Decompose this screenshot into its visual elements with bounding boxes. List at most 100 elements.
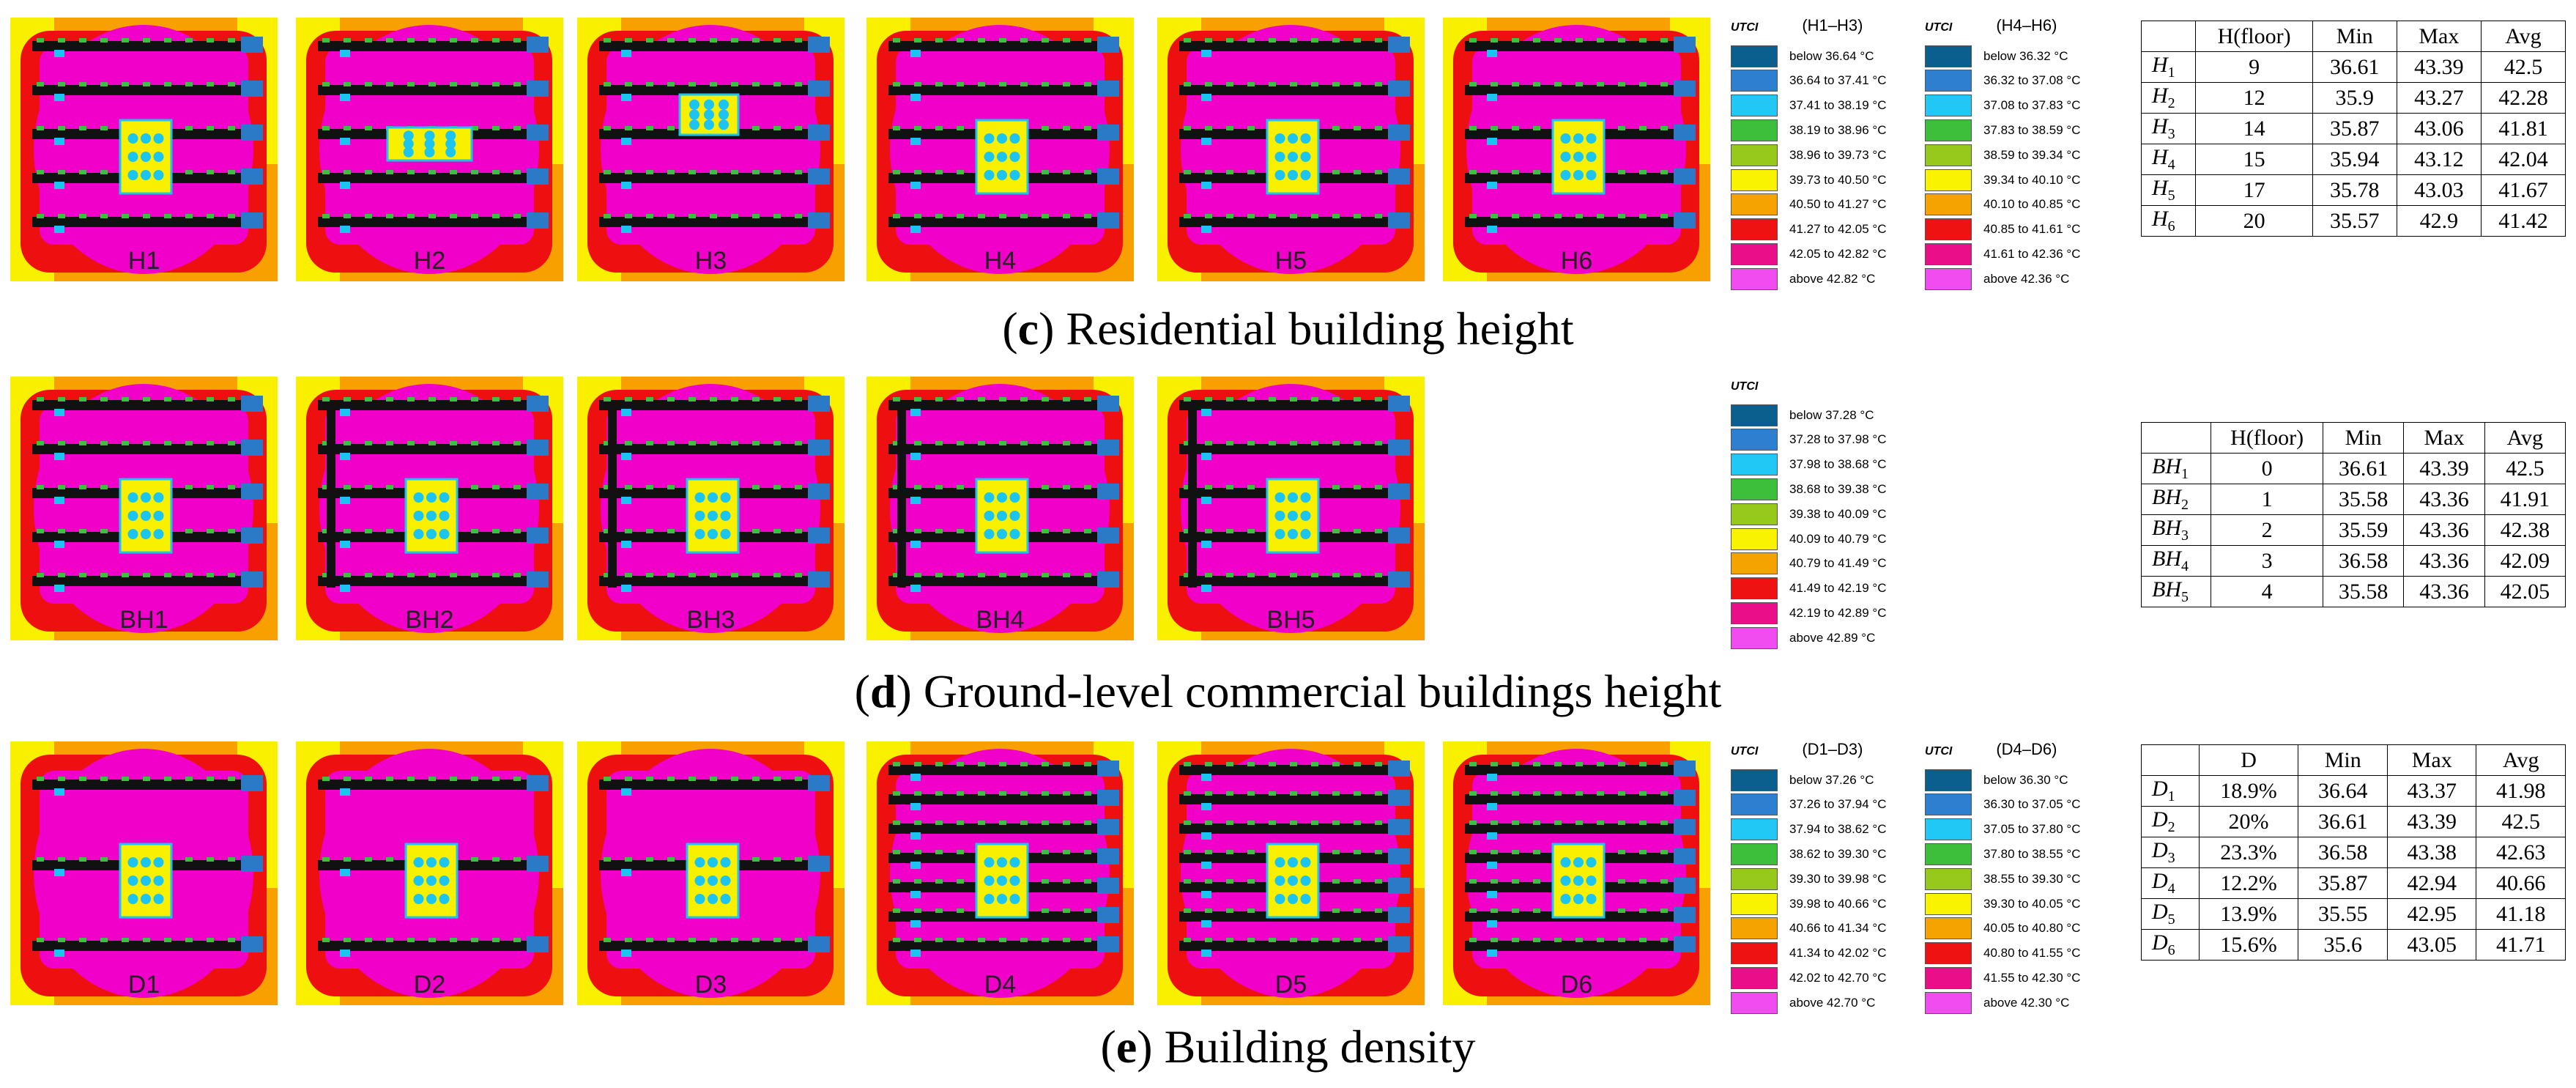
- legend-swatch: [1731, 478, 1778, 500]
- legend-label: 40.09 to 40.79 °C: [1789, 531, 1887, 546]
- map-label: H6: [1560, 247, 1593, 275]
- legend-entry: above 42.30 °C: [1925, 991, 2069, 1015]
- cell-max: 43.05: [2386, 929, 2477, 961]
- column-header: [2140, 21, 2197, 52]
- legend-swatch: [1925, 942, 1972, 965]
- legend-label: above 42.82 °C: [1789, 271, 1876, 286]
- map-label: H5: [1274, 247, 1307, 275]
- legend-label: 41.34 to 42.02 °C: [1789, 946, 1887, 961]
- utci-heatmap: [1443, 741, 1710, 1005]
- cell-max: 43.36: [2403, 484, 2485, 515]
- table-row: BH2 1 35.58 43.36 41.91: [2140, 484, 2566, 515]
- row-subscript: 4: [2167, 881, 2175, 897]
- legend-label: 41.61 to 42.36 °C: [1983, 246, 2081, 261]
- column-header: [2141, 744, 2200, 776]
- row-symbol: D: [2152, 869, 2168, 893]
- legend-d1-d3: UTCI (D1–D3) below 37.26 °C 37.26 to 37.94 …: [1731, 740, 1921, 1018]
- cell-min: 36.61: [2312, 51, 2397, 83]
- legend-label: above 42.30 °C: [1983, 995, 2070, 1010]
- legend-label: 36.64 to 37.41 °C: [1789, 73, 1887, 88]
- legend-entry: 39.98 to 40.66 °C: [1731, 892, 1887, 916]
- row-label: H3: [2140, 113, 2197, 144]
- row-subscript: 6: [2167, 942, 2175, 958]
- legend-entry: 38.55 to 39.30 °C: [1925, 867, 2081, 891]
- row-symbol: BH: [2152, 577, 2181, 602]
- legend-entry: 39.73 to 40.50 °C: [1731, 168, 1887, 192]
- legend-label: 37.41 to 38.19 °C: [1789, 98, 1887, 113]
- legend-swatch: [1731, 429, 1778, 451]
- legend-entry: above 42.89 °C: [1731, 626, 1875, 650]
- cell-max: 43.39: [2396, 51, 2482, 83]
- cell-min: 35.87: [2312, 113, 2397, 144]
- map-label: BH4: [976, 606, 1025, 634]
- legend-swatch: [1925, 193, 1972, 216]
- row-symbol: BH: [2152, 485, 2181, 509]
- stats-table-density: D Min Max Avg D1 18.9% 36.64 43.37 41.98 D2 20% 36.…: [2141, 744, 2566, 961]
- legend-swatch: [1925, 966, 1972, 989]
- cell-v: 20%: [2198, 806, 2299, 837]
- table-row: BH4 3 36.58 43.36 42.09: [2140, 545, 2566, 577]
- legend-label: 39.34 to 40.10 °C: [1983, 172, 2081, 187]
- legend-range: (D4–D6): [1996, 740, 2057, 758]
- cell-v: 3: [2211, 545, 2323, 577]
- legend-entry: 40.80 to 41.55 °C: [1925, 941, 2081, 966]
- legend-entry: 39.38 to 40.09 °C: [1731, 502, 1887, 526]
- column-header: Min: [2298, 744, 2388, 776]
- utci-map-bh4: BH4: [866, 377, 1134, 640]
- cell-avg: 42.63: [2476, 837, 2566, 868]
- cell-v: 4: [2211, 576, 2323, 607]
- legend-swatch: [1925, 892, 1972, 915]
- legend-label: 40.50 to 41.27 °C: [1789, 197, 1887, 212]
- column-header: Max: [2396, 21, 2482, 52]
- legend-swatch: [1731, 70, 1778, 92]
- legend-entry: 41.61 to 42.36 °C: [1925, 242, 2081, 266]
- row-symbol: D: [2152, 900, 2168, 924]
- row-label: H6: [2140, 205, 2197, 237]
- legend-range: (D1–D3): [1802, 740, 1863, 758]
- row-label: BH4: [2140, 545, 2212, 577]
- legend-label: 39.73 to 40.50 °C: [1789, 172, 1887, 187]
- utci-map-bh1: BH1: [10, 377, 278, 640]
- legend-entry: 40.66 to 41.34 °C: [1731, 917, 1887, 941]
- legend-entry: below 36.64 °C: [1731, 44, 1874, 68]
- row-label: BH2: [2140, 484, 2212, 515]
- column-header: Max: [2403, 422, 2485, 454]
- row-subscript: 5: [2167, 188, 2175, 204]
- utci-heatmap: [10, 741, 278, 1005]
- legend-label: 39.30 to 39.98 °C: [1789, 871, 1887, 886]
- map-label: D1: [127, 971, 160, 999]
- row-subscript: 5: [2167, 911, 2175, 928]
- legend-entry: 38.96 to 39.73 °C: [1731, 143, 1887, 167]
- legend-swatch: [1731, 602, 1778, 624]
- row-subscript: 2: [2167, 819, 2175, 835]
- cell-min: 36.61: [2322, 453, 2405, 484]
- utci-map-h5: H5: [1157, 18, 1425, 281]
- legend-h1-h3: UTCI (H1–H3) below 36.64 °C 36.64 to 37.41 …: [1731, 16, 1921, 295]
- table-row: H5 17 35.78 43.03 41.67: [2140, 174, 2566, 206]
- legend-swatch: [1731, 769, 1778, 791]
- cell-v: 0: [2211, 453, 2323, 484]
- row-subscript: 4: [2181, 558, 2189, 574]
- cell-avg: 41.81: [2480, 113, 2566, 144]
- legend-label: 41.27 to 42.05 °C: [1789, 222, 1887, 237]
- cell-avg: 41.42: [2480, 205, 2566, 237]
- legend-label: 40.10 to 40.85 °C: [1983, 197, 2081, 212]
- legend-title: UTCI: [1731, 21, 1759, 34]
- row-subscript: 1: [2167, 788, 2175, 804]
- row-subscript: 2: [2167, 95, 2175, 111]
- map-label: BH5: [1266, 606, 1315, 634]
- caption-c: (c) Residential building height: [1002, 303, 1574, 355]
- table-row: D6 15.6% 35.6 43.05 41.71: [2141, 929, 2566, 961]
- map-label: D5: [1274, 971, 1307, 999]
- map-label: BH2: [405, 606, 454, 634]
- legend-h4-h6: UTCI (H4–H6) below 36.32 °C 36.32 to 37.08 …: [1925, 16, 2137, 295]
- cell-min: 35.55: [2298, 898, 2388, 930]
- map-label: H2: [413, 247, 446, 275]
- legend-label: 42.19 to 42.89 °C: [1789, 605, 1887, 620]
- legend-header: UTCI (H1–H3): [1731, 16, 1863, 35]
- legend-label: 36.32 to 37.08 °C: [1983, 73, 2081, 88]
- cell-avg: 41.98: [2476, 775, 2566, 807]
- legend-swatch: [1925, 793, 1972, 816]
- legend-entry: 37.28 to 37.98 °C: [1731, 428, 1887, 452]
- cell-max: 43.39: [2403, 453, 2485, 484]
